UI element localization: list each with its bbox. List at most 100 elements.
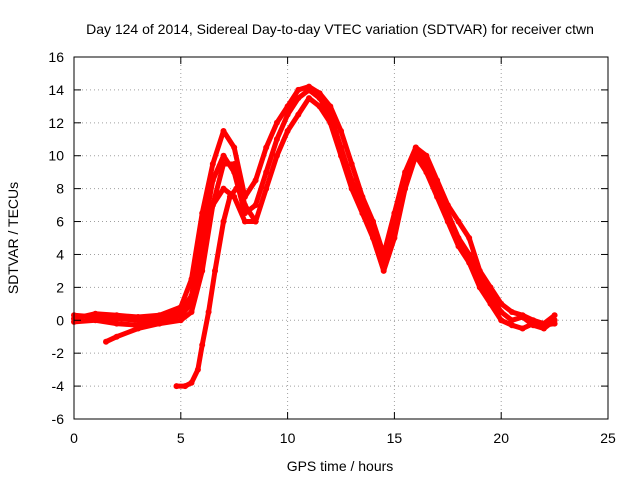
y-tick-label: 6 [56, 214, 64, 230]
data-point-trace-e [212, 267, 218, 274]
data-point-trace-b [508, 309, 515, 315]
tick-layer: 0 5 10 15 20 25 -6 -4 -2 0 2 4 6 8 10 12 14 16 [48, 49, 616, 446]
data-point-trace-b [177, 304, 184, 311]
data-point-trace-d [103, 338, 109, 345]
y-tick-label: 2 [56, 279, 64, 295]
data-point-trace-b [231, 144, 238, 151]
y-tick-label: -2 [52, 345, 65, 361]
data-point-trace-b [284, 103, 291, 110]
data-point-trace-c [551, 320, 558, 327]
series-line-trace-e [174, 186, 239, 389]
data-point-trace-c [455, 243, 462, 250]
data-point-trace-c [402, 185, 409, 192]
data-point-trace-c [412, 152, 419, 159]
data-point-trace-b [209, 161, 216, 167]
x-axis-label: GPS time / hours [287, 458, 394, 474]
y-tick-label: -4 [52, 378, 65, 394]
data-point-trace-b [220, 128, 227, 134]
data-point-trace-d [199, 267, 206, 274]
data-point-trace-b [135, 314, 142, 320]
y-tick-label: 16 [48, 49, 64, 65]
x-tick-label: 15 [387, 430, 403, 446]
plot-frame [73, 56, 609, 420]
data-point-trace-c [327, 119, 334, 126]
data-point-trace-c [487, 300, 494, 307]
x-tick-label: 10 [280, 430, 296, 446]
data-point-trace-d [188, 309, 195, 315]
data-point-trace-c [220, 185, 227, 192]
y-tick-label: 14 [48, 82, 64, 98]
series-line-trace-d [103, 161, 259, 345]
data-point-trace-c [476, 284, 483, 291]
y-tick-label: -6 [52, 411, 65, 427]
data-point-trace-d [241, 202, 248, 209]
x-tick-label: 5 [177, 430, 185, 446]
data-point-trace-b [370, 218, 376, 225]
data-point-trace-d [209, 202, 216, 209]
data-point-trace-b [306, 83, 312, 90]
data-point-trace-e [226, 193, 233, 200]
data-point-trace-e [233, 185, 240, 192]
data-point-trace-c [519, 325, 526, 332]
x-tick-label: 25 [600, 430, 616, 446]
data-point-trace-b [380, 251, 387, 258]
data-point-trace-c [423, 169, 430, 176]
data-point-trace-d [177, 317, 184, 324]
data-point-trace-b [498, 300, 505, 307]
x-tick-label: 0 [70, 430, 78, 446]
data-point-trace-c [508, 322, 515, 329]
data-point-trace-e [173, 383, 180, 390]
data-point-trace-b [263, 144, 270, 151]
data-point-trace-b [252, 177, 259, 184]
data-point-trace-c [306, 95, 312, 102]
data-point-trace-c [359, 210, 366, 217]
data-point-trace-b [348, 161, 355, 167]
data-point-trace-d [231, 161, 238, 167]
data-point-trace-c [540, 322, 547, 329]
data-point-trace-b [444, 202, 451, 209]
data-point-trace-b [487, 284, 494, 291]
data-point-trace-e [188, 379, 195, 386]
data-point-trace-c [316, 103, 323, 110]
data-point-trace-b [199, 210, 206, 217]
data-point-trace-d [113, 333, 120, 340]
data-point-trace-b [359, 193, 366, 200]
y-tick-label: 4 [56, 246, 64, 262]
data-point-trace-b [327, 103, 334, 110]
data-point-trace-c [466, 259, 473, 266]
data-point-trace-a [220, 152, 227, 159]
data-point-trace-e [194, 366, 201, 373]
data-point-trace-b [273, 119, 280, 126]
data-point-trace-c [498, 317, 505, 324]
data-point-trace-b [316, 90, 323, 97]
data-point-trace-b [391, 210, 398, 217]
data-point-trace-b [113, 312, 120, 319]
data-point-trace-a [273, 136, 280, 143]
data-point-trace-c [241, 218, 248, 225]
data-point-trace-d [156, 320, 163, 327]
x-tick-label: 20 [493, 430, 509, 446]
data-point-trace-e [220, 218, 227, 225]
data-point-trace-c [380, 267, 387, 274]
data-point-trace-e [182, 383, 189, 390]
y-tick-label: 0 [56, 312, 64, 328]
y-tick-label: 12 [48, 115, 64, 131]
data-point-trace-c [434, 193, 441, 200]
data-point-trace-d [220, 161, 227, 167]
data-point-trace-c [295, 111, 302, 118]
data-point-trace-b [455, 218, 462, 225]
data-point-trace-b [338, 128, 344, 134]
data-point-trace-b [188, 276, 195, 283]
data-point-trace-c [284, 128, 291, 134]
data-point-trace-b [423, 152, 430, 159]
data-point-trace-c [348, 185, 355, 192]
data-point-trace-b [551, 312, 558, 319]
data-point-trace-c [92, 317, 99, 324]
y-tick-label: 8 [56, 181, 64, 197]
data-point-trace-b [402, 169, 409, 176]
data-point-trace-b [519, 312, 526, 319]
data-point-trace-c [370, 235, 376, 241]
